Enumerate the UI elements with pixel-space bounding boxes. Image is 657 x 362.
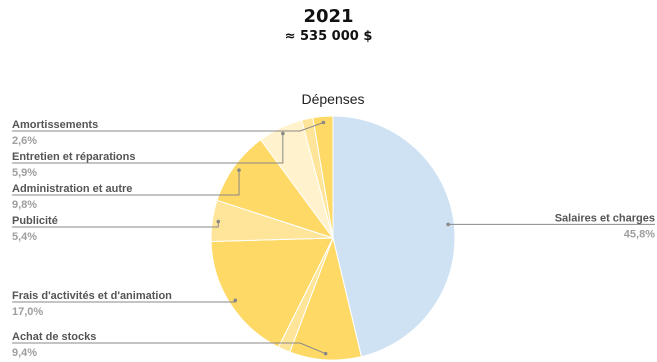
slice-label: Achat de stocks (12, 331, 96, 343)
slice-label: Amortissements (12, 119, 98, 131)
slice-label: Entretien et réparations (12, 151, 135, 163)
callout-line (12, 122, 324, 132)
slice-label: Administration et autre (12, 183, 132, 195)
slice-percent: 9,4% (12, 347, 37, 359)
callout-dot (321, 120, 326, 125)
slice-label: Salaires et charges (555, 212, 655, 224)
slice-label: Publicité (12, 215, 58, 227)
callout-line (12, 300, 236, 303)
slice-label: Frais d'activités et d'animation (12, 290, 172, 302)
pie-callouts: Salaires et charges 45,8% Achat de stocks 9… (12, 119, 655, 359)
chart-header: 2021 ≈ 535 000 $ (0, 6, 657, 46)
pie-slice (210, 237, 334, 348)
chart-title: Dépenses (301, 91, 364, 107)
pie-slice (332, 115, 456, 358)
callout-line (12, 170, 240, 196)
callout-line (12, 133, 284, 164)
slice-percent: 17,0% (12, 306, 43, 318)
slice-percent: 5,9% (12, 167, 37, 179)
pie-slices (210, 115, 456, 361)
pie-slice (216, 139, 335, 239)
slice-percent: 2,6% (12, 135, 37, 147)
total-amount: ≈ 535 000 $ (284, 29, 373, 44)
slice-percent: 45,8% (624, 228, 655, 240)
slice-percent: 5,4% (12, 231, 37, 243)
pie-slice (312, 115, 334, 239)
callout-line (12, 221, 219, 228)
callout-line (12, 342, 326, 355)
slice-percent: 9,8% (12, 199, 37, 211)
year-heading: 2021 (303, 6, 354, 27)
